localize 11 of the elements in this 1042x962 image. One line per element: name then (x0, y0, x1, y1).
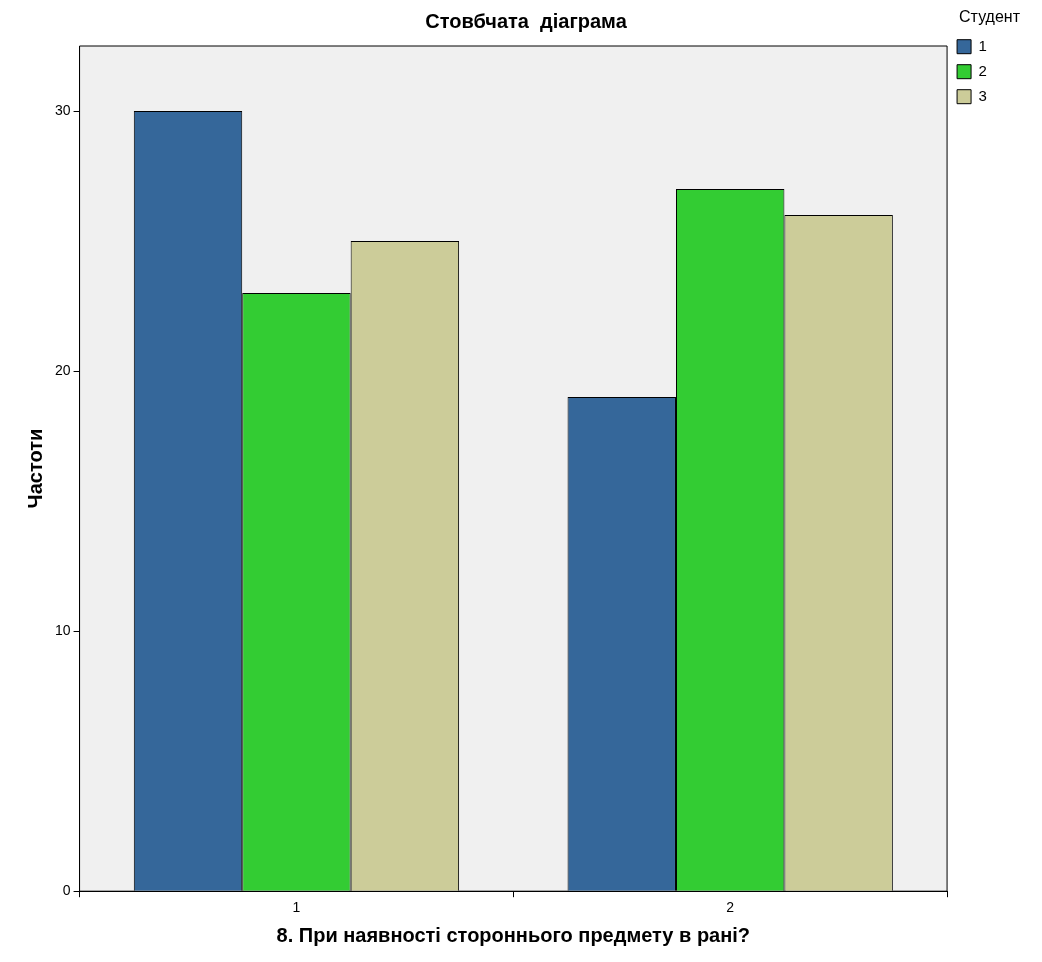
y-axis-title: Частоти (23, 428, 46, 509)
legend-label: 2 (978, 61, 987, 79)
y-tick-label: 0 (62, 882, 71, 899)
y-tick-label: 20 (54, 361, 71, 378)
chart-title: Стовбчата діаграма (425, 9, 628, 32)
y-tick-label: 10 (54, 622, 71, 638)
legend-label: 1 (978, 36, 987, 54)
y-tick-label: 30 (54, 101, 71, 118)
legend-title: Студент (959, 8, 1021, 26)
legend-label: 3 (978, 86, 987, 104)
x-axis-title: 8. При наявності стороннього предмету в рані? (276, 923, 751, 946)
